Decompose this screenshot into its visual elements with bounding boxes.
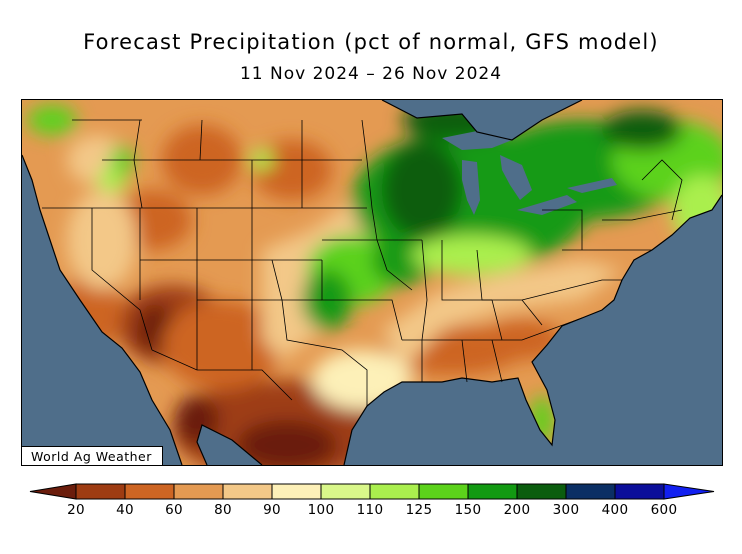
legend-label: 200	[503, 502, 531, 518]
legend-label: 300	[552, 502, 580, 518]
legend-label: 110	[356, 502, 384, 518]
legend	[0, 482, 742, 542]
legend-swatch	[124, 483, 175, 500]
legend-label: 90	[263, 502, 281, 518]
precipitation-map: World Ag Weather	[21, 99, 723, 466]
legend-swatch	[418, 483, 469, 500]
state-borders	[42, 119, 683, 406]
legend-label: 125	[405, 502, 433, 518]
legend-swatch	[271, 483, 322, 500]
legend-label: 400	[601, 502, 629, 518]
legend-swatch	[222, 483, 273, 500]
map-title: Forecast Precipitation (pct of normal, G…	[83, 30, 659, 54]
legend-swatch	[75, 483, 126, 500]
date-range: 11 Nov 2024 – 26 Nov 2024	[239, 64, 503, 84]
legend-swatch	[565, 483, 616, 500]
legend-label: 100	[307, 502, 335, 518]
legend-colorbar	[29, 483, 715, 500]
legend-label: 60	[165, 502, 183, 518]
legend-swatch	[614, 483, 665, 500]
legend-swatch	[173, 483, 224, 500]
legend-label: 80	[214, 502, 232, 518]
legend-swatch	[516, 483, 567, 500]
legend-label: 600	[650, 502, 678, 518]
legend-label: 150	[454, 502, 482, 518]
coastline	[22, 100, 722, 465]
source-credit: World Ag Weather	[22, 446, 163, 465]
legend-label: 40	[116, 502, 134, 518]
legend-swatch	[467, 483, 518, 500]
legend-arrow-high	[663, 483, 715, 500]
legend-swatch	[320, 483, 371, 500]
legend-label: 20	[67, 502, 85, 518]
legend-swatch	[369, 483, 420, 500]
map-canvas	[22, 100, 722, 465]
land-shading	[22, 100, 722, 465]
legend-arrow-low	[29, 483, 77, 500]
